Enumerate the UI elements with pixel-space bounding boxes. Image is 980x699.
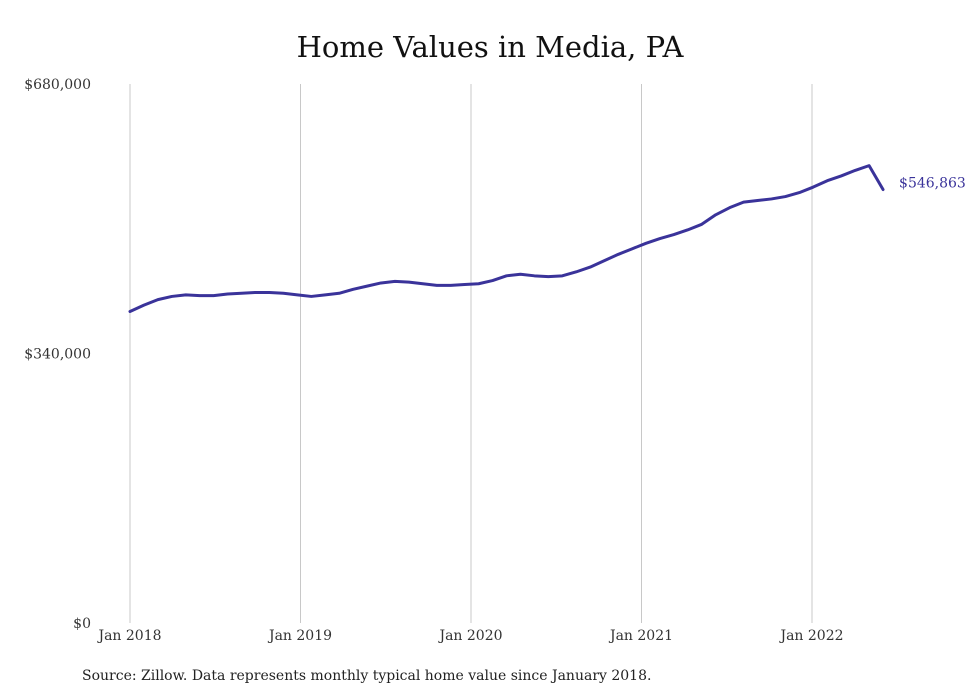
y-tick-label: $0 bbox=[73, 616, 91, 632]
x-tick-label: Jan 2021 bbox=[608, 628, 673, 644]
x-tick-label: Jan 2019 bbox=[267, 628, 332, 644]
x-tick-label: Jan 2022 bbox=[778, 628, 843, 644]
y-tick-label: $680,000 bbox=[24, 77, 91, 93]
chart-title: Home Values in Media, PA bbox=[296, 30, 684, 64]
x-tick-label: Jan 2018 bbox=[96, 628, 161, 644]
end-value-label: $546,863 bbox=[899, 176, 966, 192]
home-value-line bbox=[128, 164, 885, 313]
x-tick-label: Jan 2020 bbox=[437, 628, 502, 644]
x-axis-ticks: Jan 2018 Jan 2019 Jan 2020 Jan 2021 Jan 2022 bbox=[96, 628, 843, 644]
y-tick-label: $340,000 bbox=[24, 347, 91, 363]
vertical-gridlines bbox=[129, 84, 813, 623]
y-axis-ticks: $0 $340,000 $680,000 bbox=[24, 77, 91, 632]
source-note: Source: Zillow. Data represents monthly … bbox=[82, 668, 652, 684]
